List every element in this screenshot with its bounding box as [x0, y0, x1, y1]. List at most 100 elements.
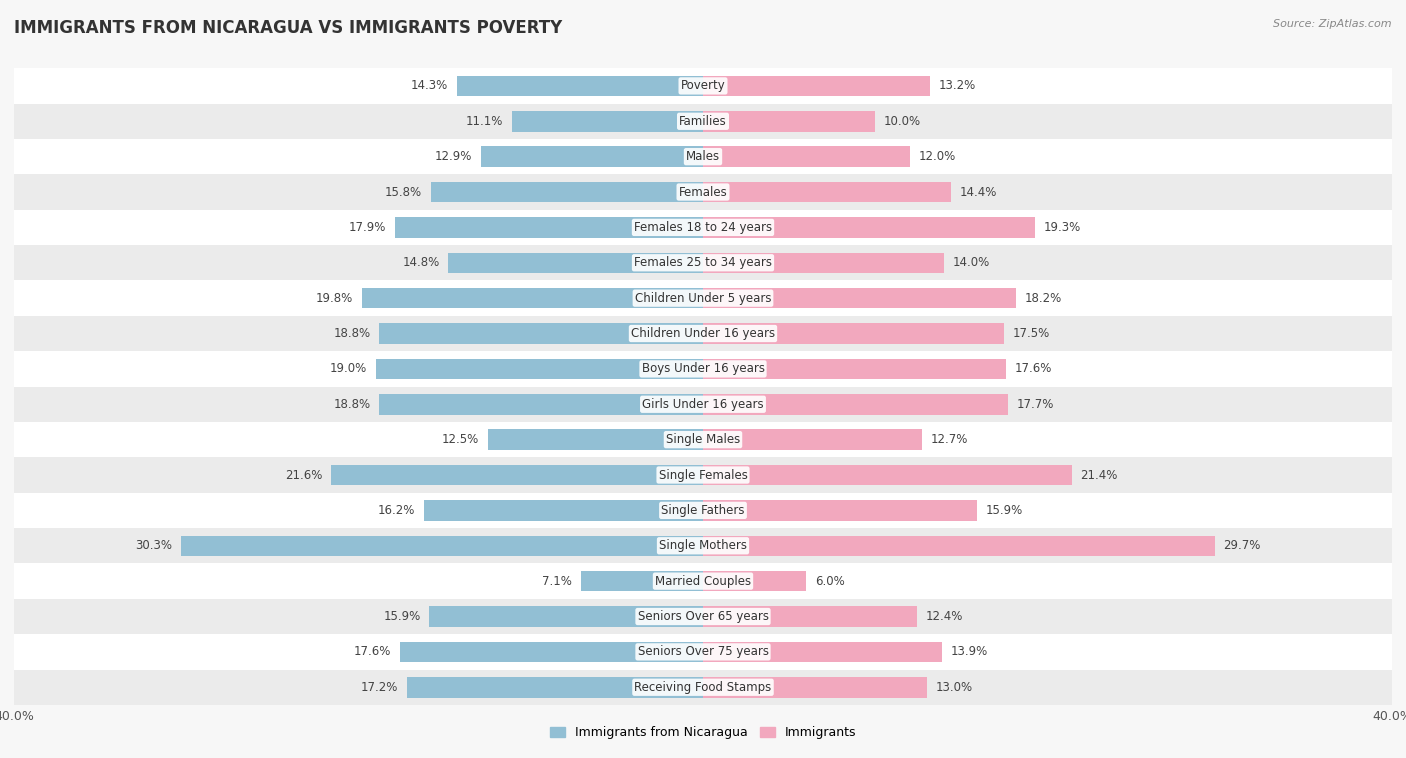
Bar	[457, 76, 703, 96]
Text: 17.9%: 17.9%	[349, 221, 387, 234]
Text: 19.8%: 19.8%	[316, 292, 353, 305]
Text: 10.0%: 10.0%	[884, 114, 921, 128]
Bar	[703, 323, 1004, 344]
Bar	[14, 316, 1392, 351]
Text: 13.2%: 13.2%	[939, 80, 976, 92]
Bar	[512, 111, 703, 132]
Text: 12.5%: 12.5%	[441, 433, 479, 446]
Text: 15.9%: 15.9%	[384, 610, 420, 623]
Text: 14.3%: 14.3%	[411, 80, 449, 92]
Bar	[703, 76, 931, 96]
Text: 14.0%: 14.0%	[953, 256, 990, 269]
Text: 17.5%: 17.5%	[1012, 327, 1050, 340]
Text: Single Females: Single Females	[658, 468, 748, 481]
Text: 21.4%: 21.4%	[1080, 468, 1118, 481]
Text: 14.8%: 14.8%	[402, 256, 440, 269]
Bar	[703, 217, 1035, 238]
Bar	[14, 68, 1392, 104]
Text: 12.0%: 12.0%	[918, 150, 956, 163]
Bar	[406, 677, 703, 697]
Text: 16.2%: 16.2%	[378, 504, 415, 517]
Text: 17.7%: 17.7%	[1017, 398, 1054, 411]
Bar	[703, 500, 977, 521]
Bar	[375, 359, 703, 379]
Bar	[581, 571, 703, 591]
Text: 17.2%: 17.2%	[361, 681, 398, 694]
Text: Boys Under 16 years: Boys Under 16 years	[641, 362, 765, 375]
Bar	[703, 252, 945, 273]
Text: 6.0%: 6.0%	[815, 575, 845, 587]
Text: 17.6%: 17.6%	[354, 645, 391, 659]
Text: Poverty: Poverty	[681, 80, 725, 92]
Text: IMMIGRANTS FROM NICARAGUA VS IMMIGRANTS POVERTY: IMMIGRANTS FROM NICARAGUA VS IMMIGRANTS …	[14, 19, 562, 37]
Bar	[703, 571, 807, 591]
Text: Females 18 to 24 years: Females 18 to 24 years	[634, 221, 772, 234]
Text: 18.8%: 18.8%	[333, 398, 371, 411]
Bar	[14, 634, 1392, 669]
Bar	[703, 606, 917, 627]
Bar	[14, 174, 1392, 210]
Text: Seniors Over 65 years: Seniors Over 65 years	[637, 610, 769, 623]
Bar	[14, 669, 1392, 705]
Text: 12.9%: 12.9%	[434, 150, 472, 163]
Text: 15.9%: 15.9%	[986, 504, 1022, 517]
Text: Married Couples: Married Couples	[655, 575, 751, 587]
Text: Seniors Over 75 years: Seniors Over 75 years	[637, 645, 769, 659]
Text: 21.6%: 21.6%	[285, 468, 322, 481]
Bar	[703, 641, 942, 662]
Bar	[488, 429, 703, 450]
Text: 7.1%: 7.1%	[543, 575, 572, 587]
Text: Females: Females	[679, 186, 727, 199]
Bar	[703, 182, 950, 202]
Text: Single Males: Single Males	[666, 433, 740, 446]
Bar	[430, 182, 703, 202]
Bar	[14, 210, 1392, 245]
Text: 12.4%: 12.4%	[925, 610, 963, 623]
Bar	[703, 146, 910, 167]
Bar	[380, 323, 703, 344]
Text: 13.9%: 13.9%	[950, 645, 988, 659]
Text: Receiving Food Stamps: Receiving Food Stamps	[634, 681, 772, 694]
Bar	[14, 599, 1392, 634]
Bar	[14, 528, 1392, 563]
Bar	[481, 146, 703, 167]
Text: 19.0%: 19.0%	[330, 362, 367, 375]
Bar	[14, 351, 1392, 387]
Text: Single Mothers: Single Mothers	[659, 539, 747, 553]
Bar	[703, 465, 1071, 485]
Text: Source: ZipAtlas.com: Source: ZipAtlas.com	[1274, 19, 1392, 29]
Bar	[361, 288, 703, 309]
Bar	[703, 394, 1008, 415]
Bar	[425, 500, 703, 521]
Bar	[399, 641, 703, 662]
Text: 12.7%: 12.7%	[931, 433, 967, 446]
Text: 14.4%: 14.4%	[960, 186, 997, 199]
Text: 30.3%: 30.3%	[135, 539, 173, 553]
Bar	[703, 677, 927, 697]
Bar	[14, 104, 1392, 139]
Bar	[380, 394, 703, 415]
Text: Single Fathers: Single Fathers	[661, 504, 745, 517]
Bar	[449, 252, 703, 273]
Bar	[14, 422, 1392, 457]
Bar	[14, 139, 1392, 174]
Bar	[703, 288, 1017, 309]
Bar	[14, 245, 1392, 280]
Text: 18.2%: 18.2%	[1025, 292, 1063, 305]
Text: 11.1%: 11.1%	[465, 114, 503, 128]
Bar	[14, 563, 1392, 599]
Bar	[330, 465, 703, 485]
Bar	[703, 535, 1215, 556]
Bar	[703, 111, 875, 132]
Text: Children Under 5 years: Children Under 5 years	[634, 292, 772, 305]
Bar	[14, 457, 1392, 493]
Bar	[181, 535, 703, 556]
Text: Girls Under 16 years: Girls Under 16 years	[643, 398, 763, 411]
Bar	[14, 387, 1392, 422]
Text: 15.8%: 15.8%	[385, 186, 422, 199]
Legend: Immigrants from Nicaragua, Immigrants: Immigrants from Nicaragua, Immigrants	[544, 721, 862, 744]
Bar	[703, 429, 922, 450]
Text: Children Under 16 years: Children Under 16 years	[631, 327, 775, 340]
Text: 13.0%: 13.0%	[935, 681, 973, 694]
Bar	[395, 217, 703, 238]
